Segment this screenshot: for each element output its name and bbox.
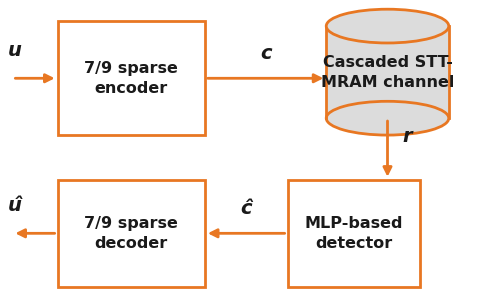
Bar: [288, 180, 420, 287]
Text: ĉ: ĉ: [240, 199, 252, 218]
Bar: [58, 21, 205, 135]
Ellipse shape: [326, 9, 449, 43]
Text: û: û: [8, 196, 22, 215]
Bar: [326, 26, 449, 118]
Text: MLP-based
detector: MLP-based detector: [304, 216, 403, 251]
Text: r: r: [402, 127, 412, 146]
Text: u: u: [8, 41, 22, 60]
Text: 7/9 sparse
decoder: 7/9 sparse decoder: [84, 216, 178, 251]
Text: 7/9 sparse
encoder: 7/9 sparse encoder: [84, 61, 178, 96]
Ellipse shape: [326, 101, 449, 135]
Bar: [58, 180, 205, 287]
Text: c: c: [260, 44, 272, 63]
Text: Cascaded STT-
MRAM channel: Cascaded STT- MRAM channel: [321, 55, 454, 90]
